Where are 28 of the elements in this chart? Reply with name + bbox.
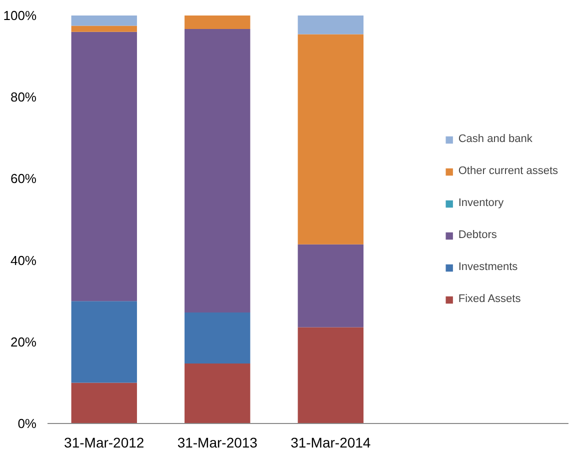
y-tick-label: 100% xyxy=(3,8,37,23)
bar xyxy=(298,16,364,34)
legend-label: Other current assets xyxy=(458,165,558,177)
x-tick-label: 31-Mar-2012 xyxy=(64,434,144,450)
bar xyxy=(298,34,364,244)
bar xyxy=(71,32,137,302)
bar xyxy=(184,312,250,364)
y-tick-label: 0% xyxy=(18,416,37,431)
x-tick-label: 31-Mar-2014 xyxy=(290,434,371,450)
y-tick-label: 60% xyxy=(10,171,37,186)
x-tick-label: 31-Mar-2013 xyxy=(177,434,258,450)
legend-label: Investments xyxy=(458,261,518,273)
bar xyxy=(184,364,250,424)
legend-label: Cash and bank xyxy=(458,133,532,145)
y-tick-label: 20% xyxy=(10,334,37,350)
y-tick-label: 40% xyxy=(10,252,37,268)
y-tick-label: 80% xyxy=(10,90,37,105)
bar xyxy=(298,244,364,328)
bar xyxy=(184,28,250,313)
legend-label: Inventory xyxy=(458,197,504,209)
bar xyxy=(184,16,250,29)
bar xyxy=(71,301,137,383)
legend-label: Fixed Assets xyxy=(458,293,521,305)
bar xyxy=(71,26,137,32)
bar xyxy=(298,327,364,424)
bar xyxy=(71,16,137,26)
bar xyxy=(71,382,137,424)
legend-label: Debtors xyxy=(458,229,497,241)
